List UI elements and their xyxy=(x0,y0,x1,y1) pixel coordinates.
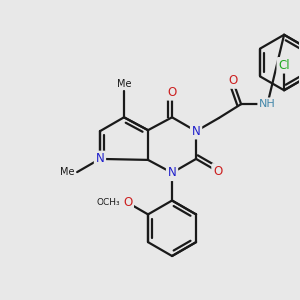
Text: NH: NH xyxy=(259,99,276,109)
Text: O: O xyxy=(123,196,132,209)
Text: O: O xyxy=(228,74,237,87)
Text: O: O xyxy=(167,86,177,99)
Text: OCH₃: OCH₃ xyxy=(96,198,120,207)
Text: Cl: Cl xyxy=(278,59,290,72)
Text: Me: Me xyxy=(117,79,131,89)
Text: O: O xyxy=(213,165,222,178)
Text: Me: Me xyxy=(60,167,74,177)
Text: N: N xyxy=(192,125,200,138)
Text: N: N xyxy=(96,152,104,165)
Text: N: N xyxy=(168,166,176,179)
